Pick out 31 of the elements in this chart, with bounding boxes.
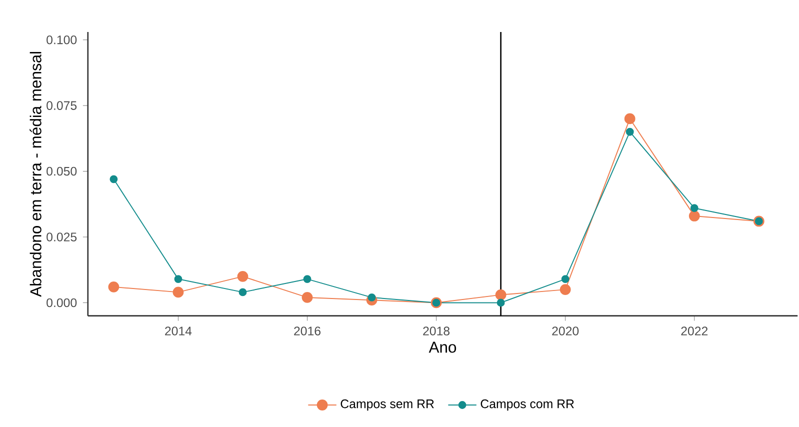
point xyxy=(561,275,570,284)
point xyxy=(368,294,376,302)
point xyxy=(172,286,184,298)
legend-label: Campos sem RR xyxy=(340,400,434,411)
point xyxy=(174,275,182,284)
point xyxy=(303,275,312,284)
point xyxy=(495,289,506,300)
y-tick-label: 0.025 xyxy=(46,232,77,242)
point xyxy=(110,175,118,184)
x-tick-label: 2022 xyxy=(681,326,708,336)
point xyxy=(560,284,571,296)
y-tick-label: 0.000 xyxy=(46,298,77,308)
y-tick-label: 0.075 xyxy=(46,101,77,110)
point xyxy=(624,113,636,124)
point xyxy=(237,271,248,282)
point xyxy=(626,128,634,136)
y-tick-label: 0.050 xyxy=(46,167,77,176)
y-tick-label: 0.100 xyxy=(46,36,77,44)
x-tick-label: 2014 xyxy=(165,326,192,336)
x-tick-label: 2018 xyxy=(423,326,450,336)
point xyxy=(108,282,120,292)
x-tick-label: 2016 xyxy=(294,326,320,336)
point xyxy=(690,204,698,212)
point xyxy=(688,210,700,222)
x-axis-title: Ano xyxy=(428,342,456,353)
point xyxy=(302,292,313,304)
legend-label: Campos com RR xyxy=(480,400,574,411)
x-tick-label: 2020 xyxy=(552,326,579,336)
point xyxy=(238,288,247,296)
point xyxy=(496,298,505,307)
y-axis-title: Abandono em terra - média mensal xyxy=(30,52,42,297)
